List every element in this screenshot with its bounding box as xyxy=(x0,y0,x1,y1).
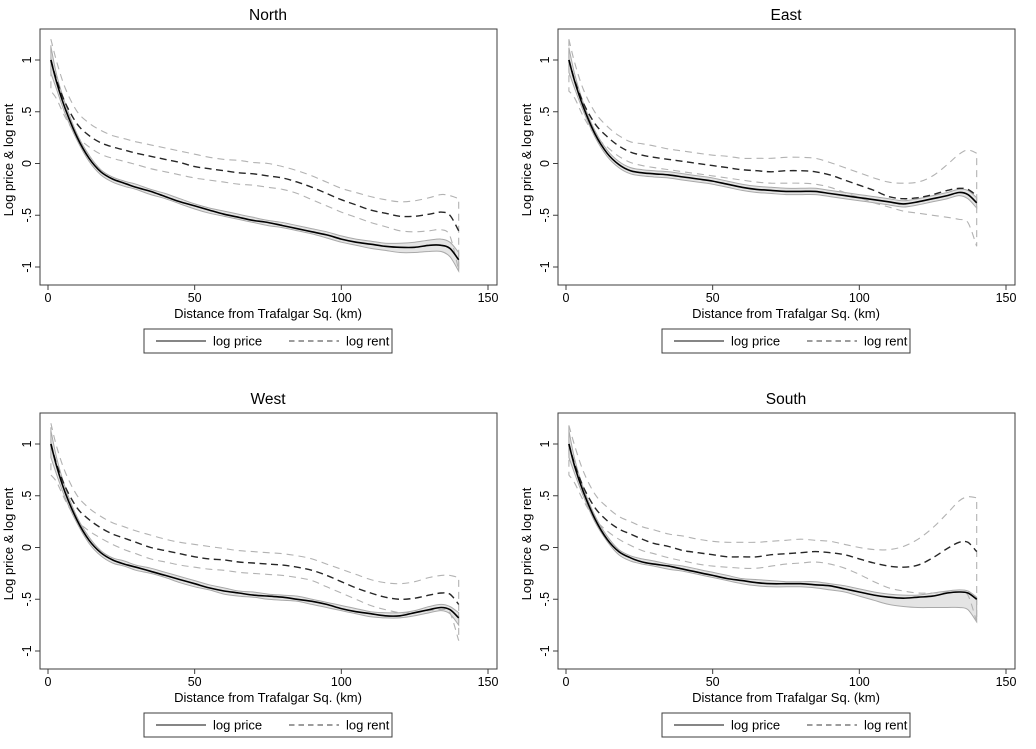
legend-label-log-price: log price xyxy=(213,718,262,733)
y-tick-label: 0 xyxy=(20,544,34,551)
x-tick-label: 150 xyxy=(478,291,499,305)
price-line xyxy=(50,443,460,619)
plot-border xyxy=(39,28,498,286)
rent-line xyxy=(50,59,460,232)
rent-line xyxy=(568,443,978,568)
x-tick-label: 100 xyxy=(331,291,352,305)
x-tick-label: 0 xyxy=(563,675,570,689)
rent-confidence-interval xyxy=(568,425,978,623)
x-tick-label: 50 xyxy=(188,675,202,689)
y-axis-label: Log price & log rent xyxy=(1,103,16,216)
plot-area: 0 50 100 150 -1 -.5 0 .5 1 xyxy=(20,28,499,305)
y-axis-label: Log price & log rent xyxy=(519,487,534,600)
y-tick-label: -.5 xyxy=(538,592,552,607)
x-tick-label: 0 xyxy=(45,675,52,689)
legend-label-log-rent: log rent xyxy=(864,334,908,349)
legend: log price log rent xyxy=(661,712,911,738)
x-tick-label: 150 xyxy=(996,291,1017,305)
rent-confidence-interval xyxy=(50,423,460,641)
x-tick-label: 50 xyxy=(706,291,720,305)
plot-area: 0 50 100 150 -1 -.5 0 .5 1 xyxy=(20,412,499,689)
y-tick-label: 1 xyxy=(538,56,552,63)
x-tick-label: 50 xyxy=(706,675,720,689)
y-tick-label: 1 xyxy=(538,440,552,447)
rent-line xyxy=(50,443,460,605)
x-tick-label: 100 xyxy=(849,291,870,305)
price-line xyxy=(568,443,978,600)
legend-box xyxy=(143,328,393,354)
plot-area: 0 50 100 150 -1 -.5 0 .5 1 xyxy=(538,28,1017,305)
legend-label-log-rent: log rent xyxy=(864,718,908,733)
y-tick-label: -1 xyxy=(20,261,34,272)
x-axis-label: Distance from Trafalgar Sq. (km) xyxy=(174,690,362,705)
legend-box xyxy=(143,712,393,738)
y-tick-label: -1 xyxy=(538,645,552,656)
panel-title: North xyxy=(249,7,287,24)
y-tick-label: .5 xyxy=(20,106,34,116)
y-axis-label: Log price & log rent xyxy=(519,103,534,216)
legend-box xyxy=(661,328,911,354)
price-line xyxy=(568,59,978,205)
chart-panel-east: East Log price & log rent 0 50 100 150 -1 -.5… xyxy=(519,7,1017,354)
y-tick-label: -1 xyxy=(538,261,552,272)
legend: log price log rent xyxy=(661,328,911,354)
y-tick-label: 1 xyxy=(20,440,34,447)
y-tick-label: 1 xyxy=(20,56,34,63)
panel-title: West xyxy=(250,391,286,408)
legend-label-log-price: log price xyxy=(731,718,780,733)
x-tick-label: 100 xyxy=(331,675,352,689)
y-axis-label: Log price & log rent xyxy=(1,487,16,600)
x-axis-label: Distance from Trafalgar Sq. (km) xyxy=(174,306,362,321)
price-confidence-band xyxy=(568,430,978,624)
legend-label-log-price: log price xyxy=(731,334,780,349)
legend: log price log rent xyxy=(143,712,393,738)
chart-panel-north: North Log price & log rent 0 50 100 150 -1 -.… xyxy=(1,7,499,354)
x-tick-label: 0 xyxy=(45,291,52,305)
rent-confidence-interval xyxy=(568,39,978,247)
x-axis-label: Distance from Trafalgar Sq. (km) xyxy=(692,690,880,705)
legend: log price log rent xyxy=(143,328,393,354)
y-tick-label: -.5 xyxy=(20,208,34,223)
plot-area: 0 50 100 150 -1 -.5 0 .5 1 xyxy=(538,412,1017,689)
y-tick-label: 0 xyxy=(20,160,34,167)
y-tick-label: .5 xyxy=(538,490,552,500)
x-tick-label: 150 xyxy=(996,675,1017,689)
price-confidence-band xyxy=(568,47,978,210)
legend-label-log-rent: log rent xyxy=(346,334,390,349)
legend-label-log-rent: log rent xyxy=(346,718,390,733)
rent-line xyxy=(568,59,978,200)
rent-confidence-interval xyxy=(50,39,460,271)
x-tick-label: 100 xyxy=(849,675,870,689)
panel-title: South xyxy=(766,391,807,408)
y-tick-label: -.5 xyxy=(538,208,552,223)
y-tick-label: 0 xyxy=(538,544,552,551)
chart-panel-south: South Log price & log rent 0 50 100 150 -1 -.… xyxy=(519,391,1017,738)
plot-border xyxy=(557,28,1016,286)
y-tick-label: 0 xyxy=(538,160,552,167)
x-tick-label: 50 xyxy=(188,291,202,305)
x-axis-label: Distance from Trafalgar Sq. (km) xyxy=(692,306,880,321)
plot-border xyxy=(39,412,498,670)
y-tick-label: -.5 xyxy=(20,592,34,607)
price-confidence-band xyxy=(50,46,460,273)
legend-label-log-price: log price xyxy=(213,334,262,349)
y-tick-label: -1 xyxy=(20,645,34,656)
y-tick-label: .5 xyxy=(20,490,34,500)
chart-panel-west: West Log price & log rent 0 50 100 150 -1 -.5… xyxy=(1,391,499,738)
x-tick-label: 150 xyxy=(478,675,499,689)
legend-box xyxy=(661,712,911,738)
x-tick-label: 0 xyxy=(563,291,570,305)
plot-border xyxy=(557,412,1016,670)
panel-title: East xyxy=(770,7,802,24)
price-confidence-band xyxy=(50,430,460,627)
price-line xyxy=(50,59,460,261)
y-tick-label: .5 xyxy=(538,106,552,116)
